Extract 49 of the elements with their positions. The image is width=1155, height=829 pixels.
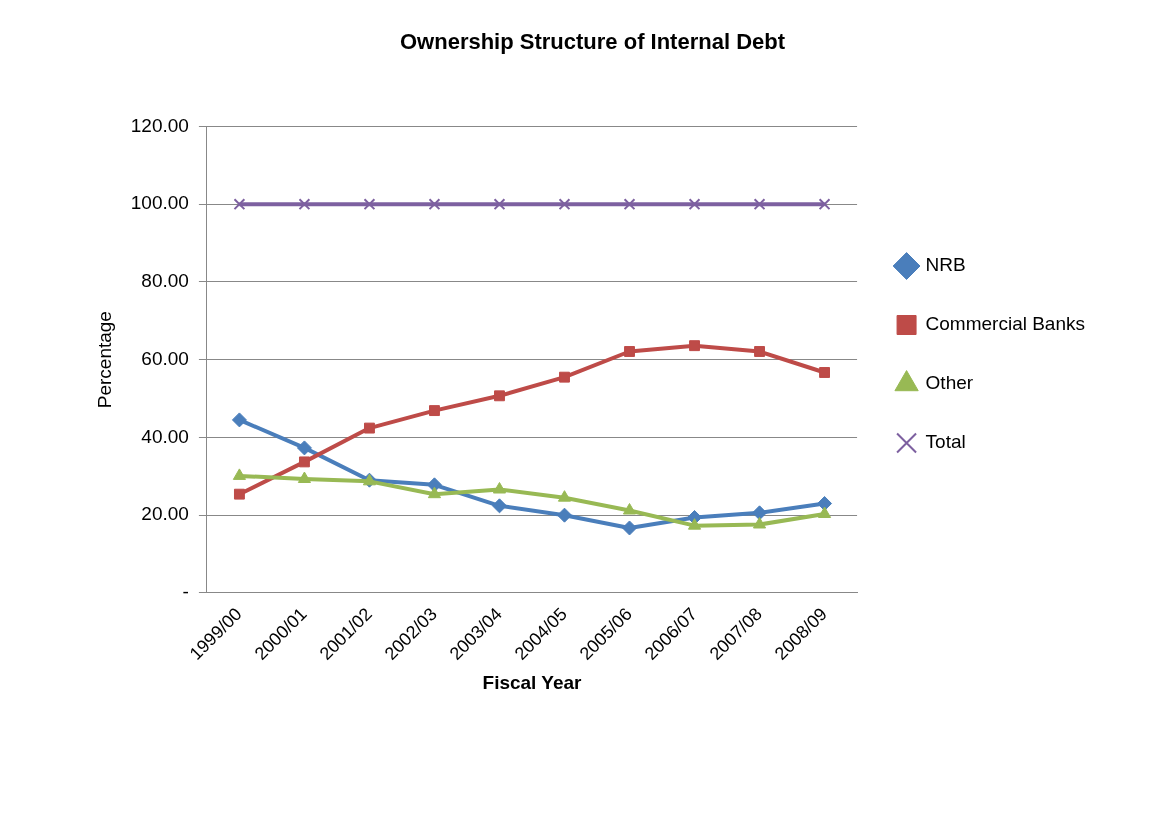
point [752, 517, 767, 529]
y-axis-title: Percentage [93, 311, 115, 409]
point [752, 505, 768, 521]
point [232, 468, 246, 480]
point [818, 198, 831, 211]
point [687, 518, 702, 530]
point [298, 456, 310, 468]
point [623, 198, 636, 211]
point [492, 482, 507, 494]
point [559, 371, 570, 383]
point [233, 198, 246, 211]
point [297, 471, 311, 484]
y-tick-label: 80.00 [141, 270, 189, 292]
point [689, 340, 700, 352]
point [557, 490, 572, 502]
point [622, 520, 638, 536]
point [493, 198, 506, 211]
y-tick-label: 120.00 [130, 114, 189, 136]
point [754, 346, 765, 357]
point [296, 440, 312, 456]
point [753, 198, 766, 211]
point [688, 198, 701, 211]
y-tick-label: 60.00 [141, 347, 189, 369]
point [494, 390, 505, 402]
point [819, 367, 831, 378]
y-tick-label: - [182, 581, 189, 603]
legend-label: Total [925, 431, 966, 453]
y-tick-label: 100.00 [130, 192, 189, 214]
legend-label: Other [925, 372, 974, 394]
y-tick-label: 20.00 [141, 503, 189, 525]
point [491, 498, 507, 514]
point [428, 198, 441, 211]
point [231, 412, 247, 428]
point [818, 506, 832, 518]
y-tick-label: 40.00 [141, 425, 189, 447]
point [557, 507, 572, 523]
point [364, 422, 375, 434]
point [622, 503, 637, 515]
x-axis-title: Fiscal Year [482, 671, 583, 693]
point [363, 198, 376, 211]
point [233, 488, 245, 500]
point [624, 346, 635, 357]
legend-label: NRB [925, 254, 966, 276]
point [427, 486, 442, 499]
chart-title: Ownership Structure of Internal Debt [399, 29, 786, 55]
point [429, 405, 440, 417]
point [558, 198, 571, 211]
legend-label: Commercial Banks [925, 313, 1086, 335]
point [298, 198, 311, 211]
